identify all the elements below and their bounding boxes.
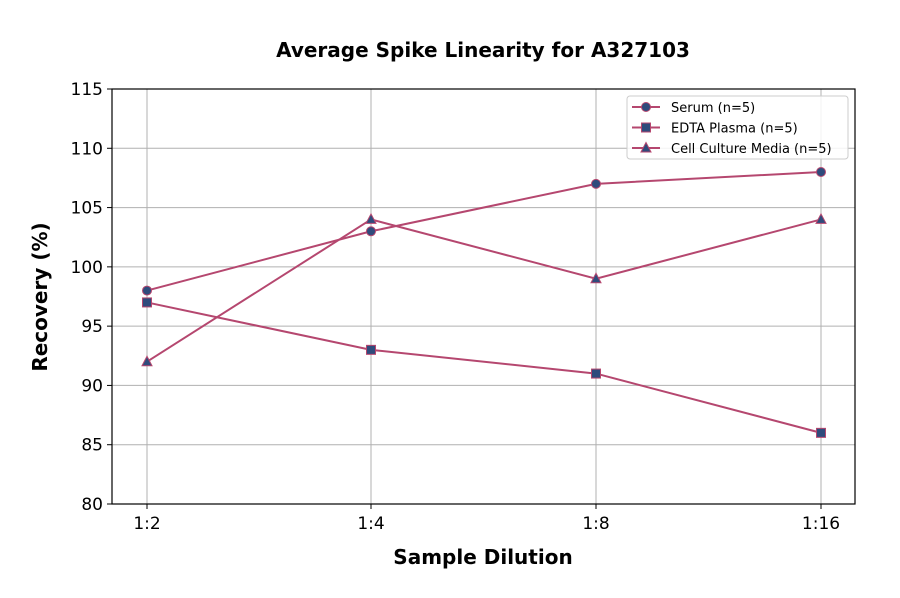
legend-box xyxy=(626,95,849,160)
y-axis-label: Recovery (%) xyxy=(28,222,52,371)
circle-marker xyxy=(366,226,376,237)
square-marker xyxy=(142,297,152,308)
y-tick-label: 85 xyxy=(81,436,103,456)
x-tick-label: 1:8 xyxy=(582,514,609,534)
square-marker xyxy=(366,344,376,355)
x-tick-label: 1:2 xyxy=(133,514,160,534)
triangle-marker xyxy=(141,355,153,367)
legend: Serum (n=5) EDTA Plasma (n=5) Cell Culture… xyxy=(626,95,849,160)
y-tick-label: 95 xyxy=(81,317,103,337)
plot-frame xyxy=(111,88,856,505)
circle-marker xyxy=(142,285,152,296)
x-axis-label: Sample Dilution xyxy=(393,545,572,569)
series-line xyxy=(146,218,822,363)
x-tick-label: 1:4 xyxy=(357,514,384,534)
y-tick-label: 105 xyxy=(71,199,103,219)
x-tick-label: 1:16 xyxy=(802,514,840,534)
series-cell-culture-media-n-5 xyxy=(141,212,827,367)
series-line xyxy=(146,171,822,292)
y-tick-label: 110 xyxy=(71,139,103,159)
square-marker xyxy=(591,368,601,379)
y-tick-label: 80 xyxy=(81,495,103,515)
legend-label: EDTA Plasma (n=5) xyxy=(671,122,798,137)
legend-square-marker xyxy=(641,122,651,133)
series-line xyxy=(146,301,822,434)
legend-circle-marker xyxy=(641,102,651,112)
triangle-marker xyxy=(365,212,377,224)
legend-triangle-marker xyxy=(640,141,652,153)
y-tick-label: 115 xyxy=(71,80,103,100)
legend-label: Serum (n=5) xyxy=(671,101,755,116)
legend-label: Cell Culture Media (n=5) xyxy=(671,142,832,157)
chart-title: Average Spike Linearity for A327103 xyxy=(276,38,690,62)
square-marker xyxy=(816,427,826,438)
circle-marker xyxy=(816,167,826,177)
y-tick-label: 100 xyxy=(71,258,103,278)
circle-marker xyxy=(591,178,601,189)
y-tick-label: 90 xyxy=(81,376,103,396)
series-edta-plasma-n-5 xyxy=(142,297,826,438)
series-serum-n-5 xyxy=(142,167,826,296)
triangle-marker xyxy=(815,212,827,224)
triangle-marker xyxy=(590,272,602,284)
